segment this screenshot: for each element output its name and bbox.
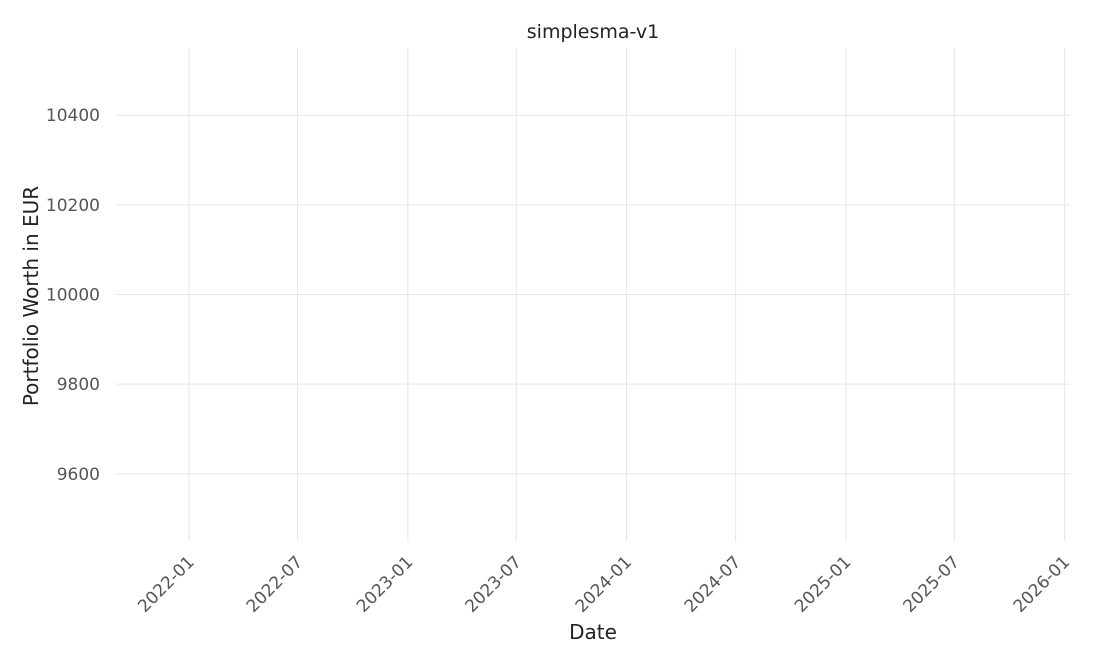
- x-tick-label: 2025-01: [791, 552, 855, 616]
- y-tick-label: 10200: [46, 196, 100, 216]
- x-tick-label: 2025-07: [900, 552, 964, 616]
- x-tick-label: 2026-01: [1010, 552, 1074, 616]
- x-tick-label: 2022-07: [243, 552, 307, 616]
- x-axis-title: Date: [569, 620, 617, 644]
- y-tick-label: 9800: [57, 375, 100, 395]
- y-tick-label: 9600: [57, 465, 100, 485]
- y-tick-label: 10400: [46, 106, 100, 126]
- y-gridlines: [116, 114, 1070, 475]
- y-tick-labels: 9600 9800 10000 10200 10400: [46, 106, 100, 485]
- x-tick-label: 2023-01: [353, 552, 417, 616]
- y-tick-label: 10000: [46, 286, 100, 306]
- x-tick-labels: 2022-01 2022-07 2023-01 2023-07 2024-01 2024-…: [134, 552, 1074, 616]
- x-tick-label: 2024-07: [681, 552, 745, 616]
- x-tick-label: 2023-07: [461, 552, 525, 616]
- chart-title: simplesma-v1: [527, 21, 659, 43]
- x-tick-label: 2024-01: [572, 552, 636, 616]
- y-axis-title: Portfolio Worth in EUR: [19, 186, 43, 406]
- x-tick-label: 2022-01: [134, 552, 198, 616]
